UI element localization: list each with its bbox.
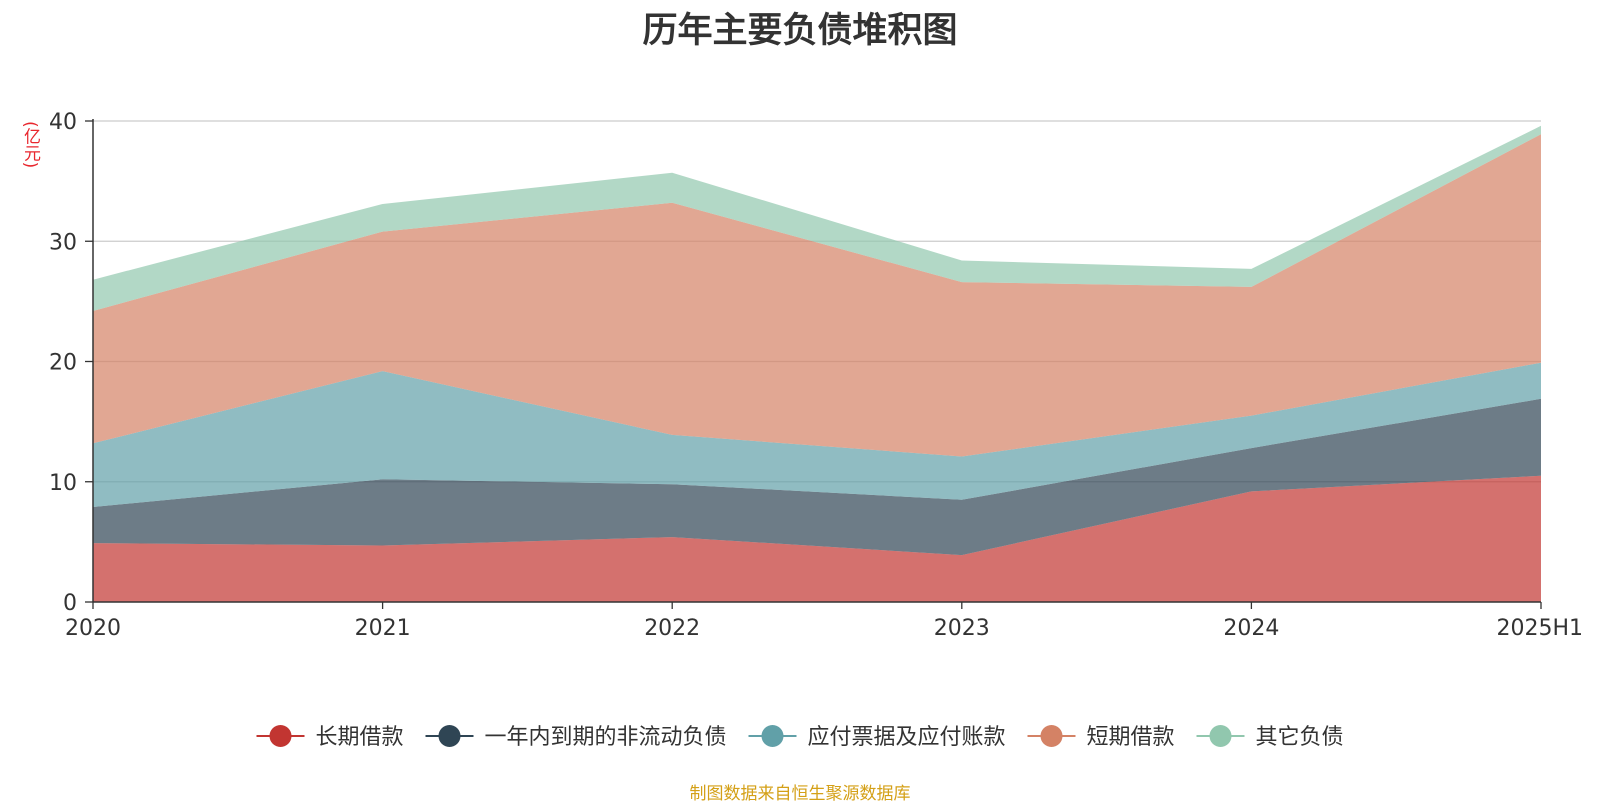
x-tick-label: 2020	[65, 616, 121, 641]
x-tick-label: 2024	[1223, 616, 1279, 641]
y-tick-label: 10	[49, 471, 77, 496]
legend-label: 短期借款	[1087, 725, 1175, 750]
legend-label: 应付票据及应付账款	[808, 725, 1006, 750]
legend: 长期借款 一年内到期的非流动负债 应付票据及应付账款 短期借款 其它负债	[256, 725, 1344, 750]
legend-item: 应付票据及应付账款	[748, 725, 1006, 750]
chart-title: 历年主要负债堆积图	[642, 11, 958, 51]
area-series-4	[93, 134, 1541, 457]
y-tick-label: 0	[63, 591, 77, 616]
legend-marker	[1040, 725, 1063, 747]
data-source-footer: 制图数据来自恒生聚源数据库	[689, 784, 911, 804]
axes: 0 10 20 30 40 2020 2021 2022 2023 2024 2025H1	[49, 110, 1583, 641]
legend-label: 一年内到期的非流动负债	[485, 725, 727, 750]
x-tick-label: 2022	[644, 616, 700, 641]
x-tick-label: 2025H1	[1496, 616, 1583, 641]
y-tick-label: 40	[49, 110, 77, 135]
legend-marker	[269, 725, 292, 747]
legend-label: 长期借款	[316, 725, 404, 750]
x-tick-label: 2021	[355, 616, 411, 641]
legend-marker	[761, 725, 784, 747]
area-series-2	[93, 398, 1541, 556]
x-tick-label: 2023	[934, 616, 990, 641]
legend-marker	[1209, 725, 1232, 747]
legend-item: 长期借款	[256, 725, 404, 750]
area-series-5	[93, 125, 1541, 311]
y-axis-unit-label: (亿元)	[20, 121, 40, 169]
area-series	[93, 125, 1541, 602]
legend-marker	[438, 725, 461, 747]
legend-label: 其它负债	[1256, 725, 1344, 750]
area-series-3	[93, 362, 1541, 507]
y-tick-label: 30	[49, 230, 77, 255]
legend-item: 其它负债	[1196, 725, 1344, 750]
y-tick-label: 20	[49, 351, 77, 376]
legend-item: 短期借款	[1027, 725, 1175, 750]
legend-item: 一年内到期的非流动负债	[425, 725, 727, 750]
area-series-1	[93, 475, 1541, 602]
